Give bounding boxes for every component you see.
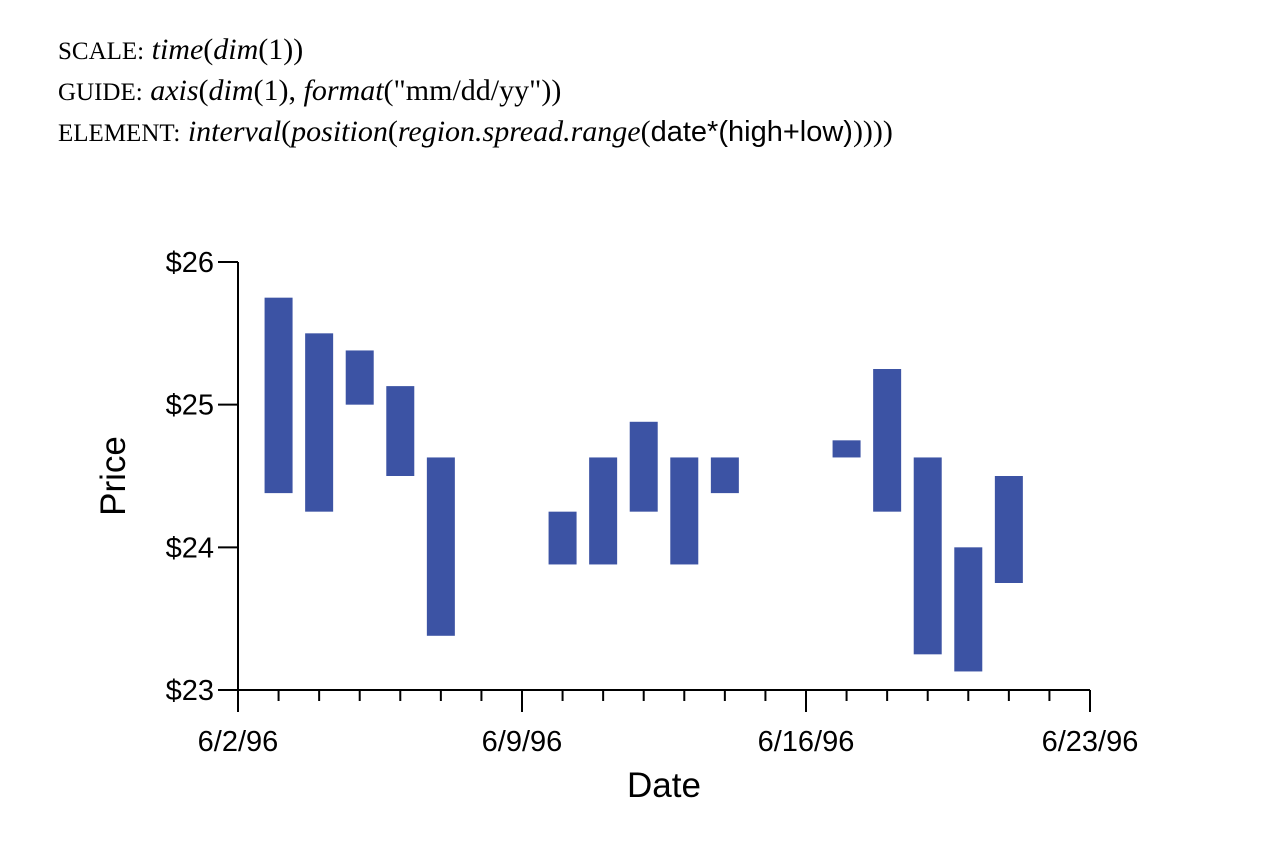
range-bar <box>548 511 577 565</box>
y-axis-title: Price <box>94 436 133 516</box>
element-open3: ( <box>640 115 651 148</box>
y-tick-label: $24 <box>166 532 214 564</box>
element-func3: region.spread.range <box>397 115 641 148</box>
range-bar <box>710 457 739 494</box>
scale-arg-func: dim <box>213 33 259 66</box>
element-func2: position <box>291 115 388 148</box>
guide-func: axis <box>150 74 199 107</box>
x-tick-label: 6/23/96 <box>1042 726 1139 758</box>
range-bar <box>629 421 658 512</box>
range-bar <box>305 333 334 512</box>
guide-statement: GUIDE: axis(dim(1), format("mm/dd/yy")) <box>58 71 893 112</box>
element-statement: ELEMENT: interval(position(region.spread… <box>58 112 893 153</box>
guide-format-arg: ("mm/dd/yy")) <box>383 74 562 107</box>
bars-group <box>264 297 1023 672</box>
scale-func: time <box>151 33 204 66</box>
element-close: )))) <box>852 115 893 148</box>
element-keyword: ELEMENT: <box>58 120 181 147</box>
grammar-spec: SCALE: time(dim(1)) GUIDE: axis(dim(1), … <box>58 30 893 153</box>
y-tick-label: $23 <box>166 675 214 707</box>
element-open1: ( <box>281 115 292 148</box>
range-bar <box>386 386 415 476</box>
element-func: interval <box>187 115 282 148</box>
guide-arg: (1), <box>253 74 304 107</box>
scale-statement: SCALE: time(dim(1)) <box>58 30 893 71</box>
range-bar <box>954 547 983 672</box>
scale-keyword: SCALE: <box>58 38 145 65</box>
element-vars: date*(high+low) <box>650 116 853 148</box>
range-bar <box>589 457 618 565</box>
range-bar <box>670 457 699 565</box>
range-bar <box>994 476 1023 583</box>
guide-arg-func: dim <box>208 74 254 107</box>
range-bar <box>426 457 455 636</box>
x-tick-label: 6/16/96 <box>758 726 855 758</box>
scale-open: ( <box>203 33 214 66</box>
range-bar <box>873 369 902 512</box>
y-tick-label: $25 <box>166 390 214 422</box>
range-bar <box>264 297 293 494</box>
range-bar <box>913 457 942 655</box>
scale-arg: (1)) <box>258 33 304 66</box>
range-bar <box>832 440 861 458</box>
guide-keyword: GUIDE: <box>58 79 143 106</box>
x-tick-label: 6/2/96 <box>198 726 279 758</box>
guide-open: ( <box>198 74 209 107</box>
x-axis-title: Date <box>627 766 701 805</box>
y-tick-label: $26 <box>166 247 214 279</box>
range-bar <box>345 350 374 405</box>
element-open2: ( <box>387 115 398 148</box>
x-tick-label: 6/9/96 <box>482 726 563 758</box>
axes-group: $23 $24 $25 $26 6/2/96 6/9/96 6/16/96 6/23/96 <box>166 247 1139 758</box>
guide-format-func: format <box>303 74 384 107</box>
